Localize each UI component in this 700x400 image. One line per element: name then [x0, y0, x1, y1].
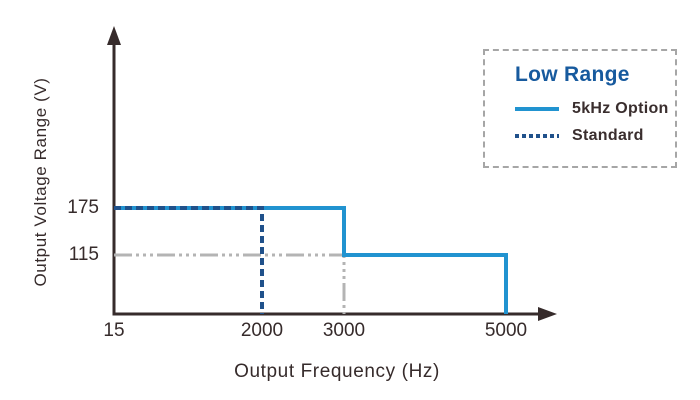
- legend-item-label: Standard: [572, 127, 644, 144]
- series-line-115v-reference-guide: [114, 253, 346, 314]
- y-axis-title: Output Voltage Range (V): [31, 77, 50, 287]
- x-axis-arrow-icon: [538, 307, 557, 321]
- x-axis-title: Output Frequency (Hz): [234, 361, 440, 382]
- x-tick-label-3000: 3000: [322, 320, 366, 341]
- series-line-5khz-option: [114, 206, 508, 314]
- legend-item-label: 5kHz Option: [572, 100, 669, 117]
- x-tick-label-2000: 2000: [240, 320, 284, 341]
- legend-item-5khz-option: 5kHz Option: [515, 100, 675, 118]
- y-tick-label-115: 115: [68, 244, 99, 265]
- legend-title: Low Range: [515, 63, 630, 86]
- legend-swatch-5khz-option-line-icon: [515, 107, 559, 111]
- y-axis-arrow-icon: [107, 26, 121, 45]
- legend-item-standard: Standard: [515, 127, 675, 145]
- series-line-standard: [114, 206, 264, 314]
- legend-swatch-standard-line-icon: [515, 134, 559, 138]
- y-tick-label-175: 175: [67, 197, 99, 218]
- x-tick-label-5000: 5000: [484, 320, 528, 341]
- x-tick-label-15: 15: [103, 320, 125, 341]
- legend: Low Range 5kHz Option Standard: [483, 49, 677, 168]
- legend-items: 5kHz Option Standard: [485, 100, 675, 145]
